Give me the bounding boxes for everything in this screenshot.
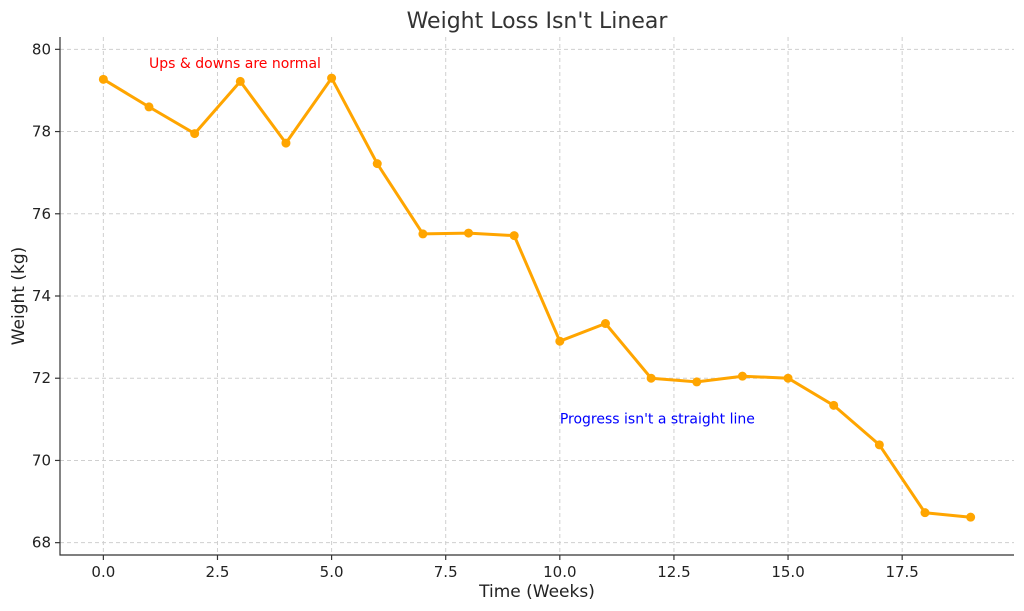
chart-title: Weight Loss Isn't Linear (407, 9, 669, 34)
data-point (646, 373, 656, 383)
data-point (600, 319, 610, 329)
y-axis-label: Weight (kg) (9, 247, 29, 346)
data-point (509, 231, 519, 241)
y-tick-label: 70 (32, 451, 51, 469)
x-tick-label: 2.5 (206, 563, 230, 581)
data-point (874, 440, 884, 450)
grid (60, 37, 1014, 555)
series-layer (98, 73, 976, 522)
data-point (829, 400, 839, 410)
y-ticks: 68 70 72 74 76 78 80 (32, 40, 60, 552)
data-point (555, 336, 565, 346)
annotation-text: Ups & downs are normal (149, 56, 321, 72)
x-tick-label: 12.5 (657, 563, 690, 581)
y-tick-label: 68 (32, 534, 51, 552)
x-tick-label: 7.5 (434, 563, 458, 581)
y-tick-label: 72 (32, 369, 51, 387)
data-point (418, 229, 428, 239)
annotation-text: Progress isn't a straight line (560, 411, 755, 427)
annotations: Ups & downs are normal Progress isn't a s… (149, 56, 755, 428)
data-point (966, 512, 976, 522)
data-point (235, 76, 245, 86)
data-point (190, 129, 200, 139)
data-point (692, 377, 702, 387)
x-axis-label: Time (Weeks) (478, 582, 595, 602)
data-point (464, 228, 474, 238)
y-tick-label: 80 (32, 40, 51, 58)
data-point (737, 371, 747, 381)
x-ticks: 0.0 2.5 5.0 7.5 10.0 12.5 15.0 17.5 (91, 555, 919, 581)
x-tick-label: 17.5 (885, 563, 918, 581)
x-tick-label: 10.0 (543, 563, 576, 581)
x-tick-label: 5.0 (320, 563, 344, 581)
axes-spine (59, 37, 1014, 556)
data-point (327, 73, 337, 83)
y-tick-label: 78 (32, 123, 51, 141)
data-point (920, 508, 930, 518)
data-point (372, 159, 382, 169)
data-point (783, 373, 793, 383)
x-tick-label: 0.0 (91, 563, 115, 581)
data-point (144, 102, 154, 112)
x-tick-label: 15.0 (771, 563, 804, 581)
series-line (102, 76, 971, 519)
y-tick-label: 76 (32, 205, 51, 223)
y-tick-label: 74 (32, 287, 51, 305)
data-point (281, 138, 291, 148)
data-point (98, 74, 108, 84)
